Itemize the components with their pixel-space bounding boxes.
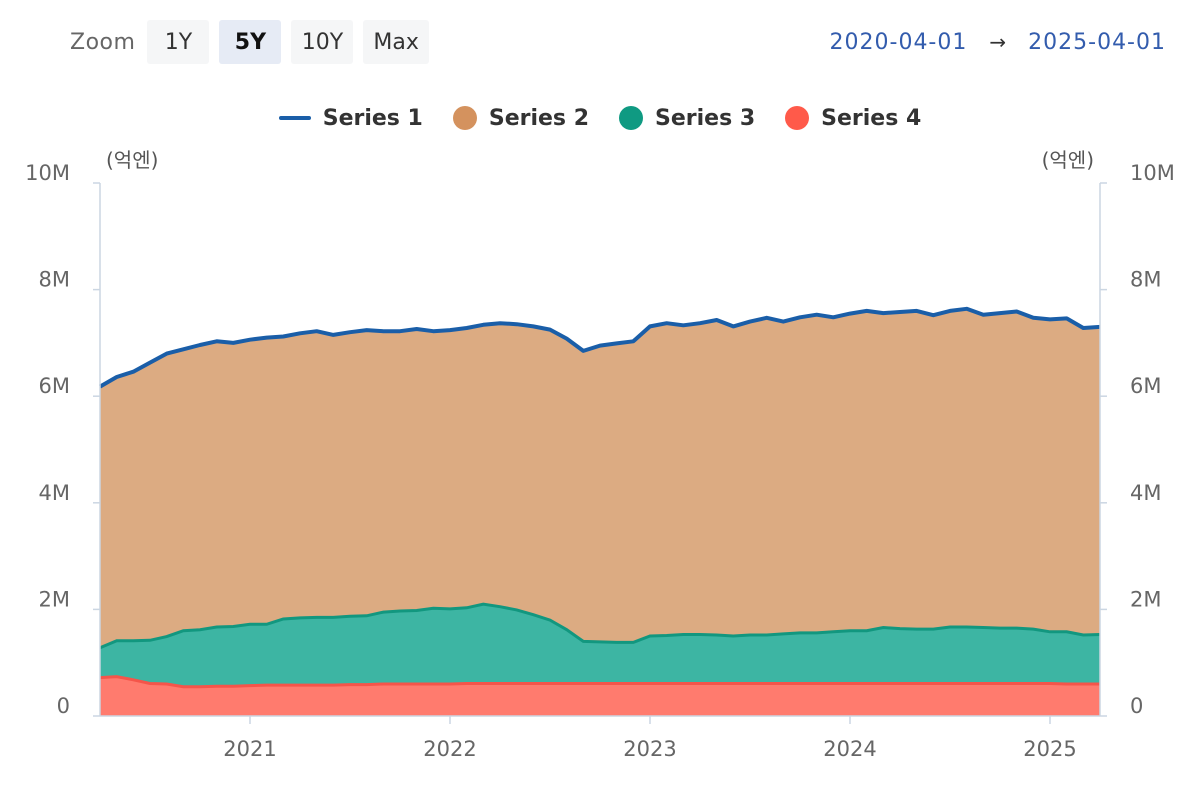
- area-edge-series-4: [99, 675, 1100, 689]
- zoom-label: Zoom: [70, 29, 136, 55]
- date-range: 2020-04-01 → 2025-04-01: [830, 20, 1166, 64]
- y-tick-label: 10M: [25, 161, 70, 185]
- legend-dot-icon: [452, 106, 477, 130]
- x-axis-ticks: 2021 2022 2023 2024 2025: [223, 716, 1077, 761]
- zoom-5y-button[interactable]: 5Y: [219, 20, 282, 64]
- x-tick-label: 2024: [823, 737, 876, 761]
- x-tick-label: 2025: [1023, 737, 1076, 761]
- range-start-date[interactable]: 2020-04-01: [829, 29, 968, 55]
- left-y-axis-ticks: 0 2M 4M 6M 8M 10M: [25, 161, 100, 718]
- area-edge-series-3: [99, 602, 1101, 650]
- x-tick-label: 2023: [623, 737, 676, 761]
- x-tick-label: 2022: [423, 737, 476, 761]
- legend-label: Series 4: [821, 105, 922, 131]
- y-tick-label: 6M: [1130, 374, 1161, 398]
- right-unit-label: (억엔): [1042, 148, 1094, 172]
- x-tick-label: 2021: [223, 737, 276, 761]
- legend-item-series-3[interactable]: Series 3: [619, 106, 755, 131]
- legend-label: Series 3: [655, 105, 756, 131]
- legend-dot-icon: [619, 106, 643, 130]
- y-tick-label: 8M: [39, 268, 70, 292]
- legend-item-series-4[interactable]: Series 4: [785, 106, 921, 131]
- y-tick-label: 2M: [1130, 587, 1161, 611]
- y-tick-label: 4M: [1130, 481, 1161, 505]
- chart-legend: Series 1 Series 2 Series 3 Series 4: [0, 96, 1200, 140]
- range-arrow: →: [989, 30, 1007, 54]
- zoom-1y-button[interactable]: 1Y: [147, 20, 210, 64]
- chart-areas: [99, 306, 1101, 716]
- left-unit-label: (억엔): [106, 148, 158, 172]
- y-tick-label: 0: [57, 694, 70, 718]
- y-tick-label: 6M: [39, 374, 70, 398]
- y-tick-label: 4M: [39, 481, 70, 505]
- zoom-toolbar: Zoom 1Y 5Y 10Y Max: [70, 20, 429, 64]
- zoom-10y-button[interactable]: 10Y: [291, 20, 354, 64]
- line-series-1: [99, 306, 1101, 389]
- y-tick-label: 0: [1130, 694, 1143, 718]
- right-y-axis-ticks: 0 2M 4M 6M 8M 10M: [1100, 161, 1175, 718]
- legend-label: Series 2: [488, 105, 589, 131]
- area-series-2: [100, 308, 1100, 716]
- legend-item-series-2[interactable]: Series 2: [452, 105, 589, 131]
- y-tick-label: 10M: [1130, 161, 1175, 185]
- legend-dot-icon: [785, 106, 810, 130]
- legend-item-series-1[interactable]: Series 1: [278, 105, 423, 131]
- area-series-4: [100, 676, 1100, 716]
- legend-label: Series 1: [322, 105, 423, 131]
- y-tick-label: 2M: [39, 587, 70, 611]
- legend-line-icon: [278, 116, 311, 120]
- chart-axes: [99, 183, 1101, 717]
- range-end-date[interactable]: 2025-04-01: [1028, 29, 1166, 55]
- zoom-max-button[interactable]: Max: [363, 20, 429, 64]
- y-tick-label: 8M: [1130, 268, 1161, 292]
